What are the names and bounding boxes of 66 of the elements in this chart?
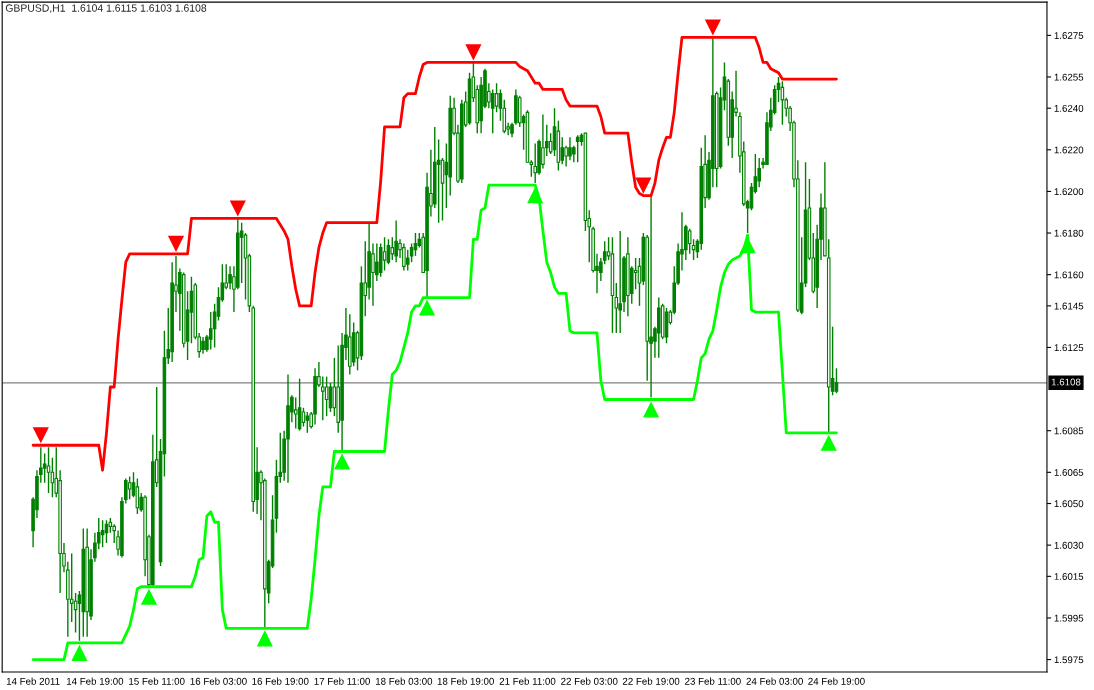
point: [465, 44, 482, 60]
line-series: [31, 183, 838, 661]
candlestick: [127, 475, 132, 501]
candlestick: [382, 236, 387, 272]
candlestick: [390, 236, 395, 261]
y-tick-label: 1.6125: [1054, 344, 1084, 352]
x-tick-label: 22 Feb 19:00: [622, 677, 680, 685]
candlestick: [633, 257, 638, 290]
candlestick: [564, 144, 568, 168]
x-tick-label: 15 Feb 11:00: [129, 677, 185, 685]
ref-line-label: 1.6108: [1051, 378, 1081, 386]
candlestick: [436, 138, 441, 224]
candlestick: [46, 446, 51, 494]
y-tick-label: 1.6050: [1054, 500, 1084, 508]
x-tick-label: 14 Feb 19:00: [66, 677, 124, 685]
y-tick-label: 1.5995: [1054, 614, 1084, 622]
candlestick: [618, 230, 622, 334]
point: [168, 235, 184, 252]
candlestick: [301, 407, 306, 428]
x-tick-label: 24 Feb 19:00: [808, 677, 865, 685]
y-tick-label: 1.6030: [1054, 541, 1084, 549]
y-tick-label: 1.6085: [1054, 427, 1084, 435]
x-tick-label: 14 Feb 2011: [6, 677, 60, 685]
y-tick-label: 1.6200: [1054, 188, 1084, 196]
candlestick: [324, 375, 329, 417]
point: [334, 454, 350, 470]
y-tick-label: 1.6220: [1054, 146, 1084, 154]
candlestick: [541, 113, 545, 170]
y-tick-label: 1.6160: [1054, 271, 1084, 279]
x-tick-label: 24 Feb 03:00: [746, 677, 803, 685]
candlestick: [402, 242, 406, 272]
x-tick-label: 16 Feb 19:00: [252, 677, 309, 685]
point: [635, 177, 651, 193]
y-tick-label: 1.6145: [1054, 302, 1084, 310]
y-tick-label: 1.6240: [1054, 104, 1084, 112]
x-tick-label: 21 Feb 11:00: [499, 677, 556, 685]
y-tick-label: 1.6180: [1054, 229, 1084, 237]
point: [33, 427, 49, 443]
y-tick-label: 1.5975: [1054, 656, 1084, 664]
candlestick: [834, 367, 839, 394]
y-tick-label: 1.6255: [1054, 73, 1084, 81]
y-tick-label: 1.6015: [1054, 573, 1084, 580]
chart-title: GBPUSD,H1 1.6104 1.6115 1.6103 1.6108: [5, 4, 207, 13]
x-tick-label: 18 Feb 03:00: [375, 677, 433, 685]
candlestick: [568, 136, 572, 161]
point: [71, 645, 88, 661]
candlestick: [394, 219, 398, 263]
y-tick-label: 1.6275: [1054, 32, 1084, 39]
candlestick: [533, 142, 537, 184]
point: [419, 300, 435, 316]
x-tick-label: 16 Feb 03:00: [190, 677, 247, 685]
x-tick-label: 23 Feb 11:00: [685, 677, 741, 685]
point: [821, 435, 837, 451]
candlestick: [649, 194, 653, 399]
x-tick-label: 18 Feb 19:00: [437, 677, 494, 685]
candlestick: [371, 242, 375, 307]
point: [257, 631, 273, 647]
point: [230, 200, 246, 216]
point: [643, 402, 659, 418]
candlestick: [409, 242, 414, 263]
point: [141, 589, 157, 605]
y-tick-label: 1.6065: [1054, 469, 1084, 476]
x-tick-label: 17 Feb 11:00: [314, 677, 370, 685]
x-tick-label: 22 Feb 03:00: [561, 677, 618, 685]
candlestick: [293, 396, 298, 430]
point: [705, 19, 721, 35]
